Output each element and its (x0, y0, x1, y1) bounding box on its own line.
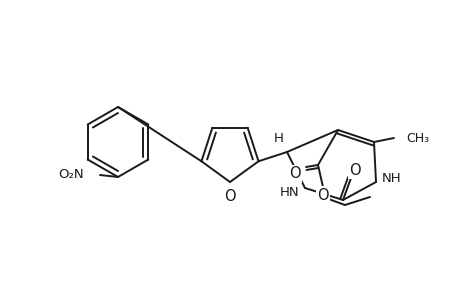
Text: O₂N: O₂N (58, 169, 84, 182)
Text: CH₃: CH₃ (405, 131, 428, 145)
Text: NH: NH (381, 172, 401, 184)
Text: O: O (348, 163, 360, 178)
Text: O: O (224, 189, 235, 204)
Text: O: O (289, 167, 300, 182)
Text: H: H (274, 131, 283, 145)
Text: O: O (317, 188, 328, 202)
Text: HN: HN (279, 185, 298, 199)
